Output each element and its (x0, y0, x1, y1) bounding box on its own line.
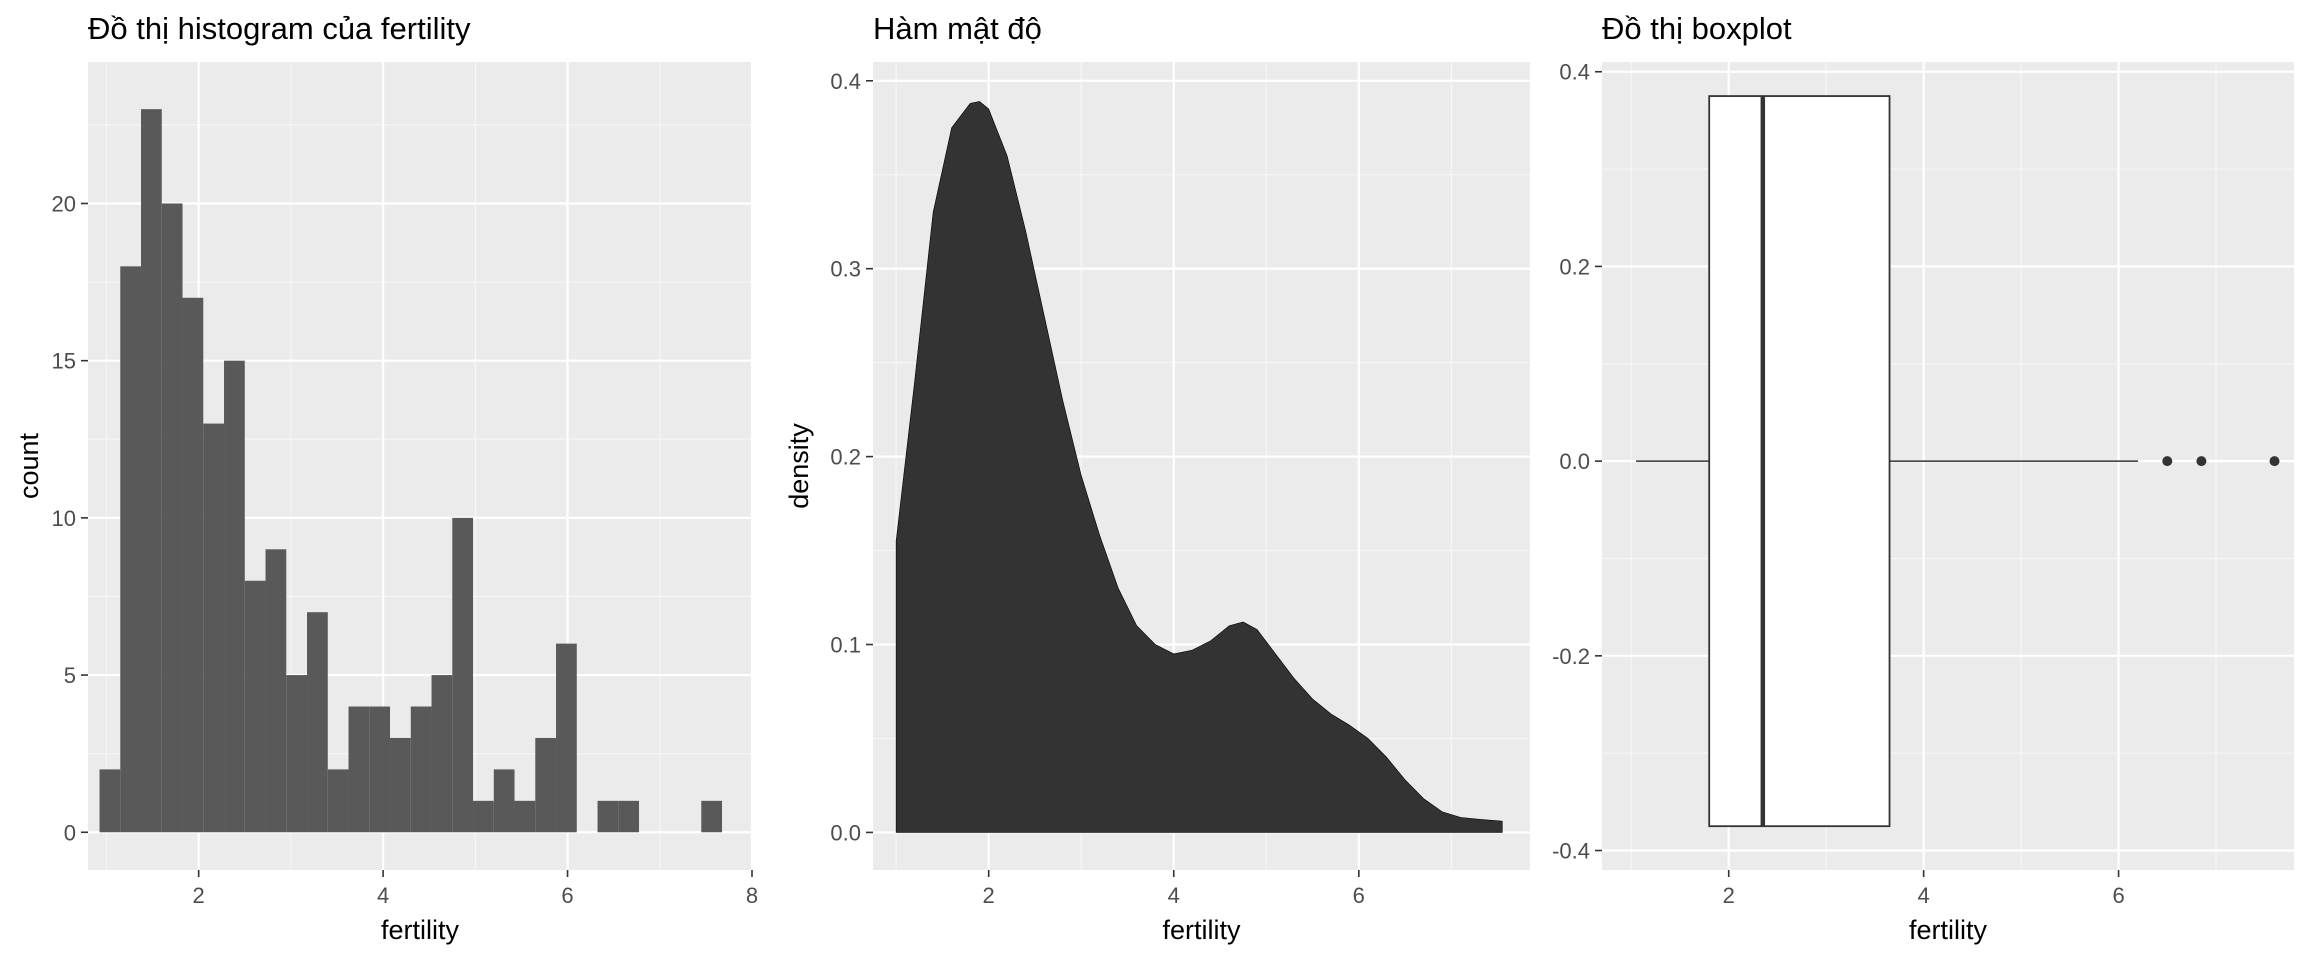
y-tick-label: 0.0 (830, 820, 861, 845)
y-tick-label: -0.4 (1552, 839, 1590, 864)
chart-title: Hàm mật độ (873, 11, 1042, 46)
histogram-bar (618, 800, 640, 833)
density-area (895, 101, 1503, 833)
chart-title: Đồ thị boxplot (1602, 11, 1792, 46)
x-tick-label: 6 (1353, 883, 1365, 908)
histogram-bar (348, 706, 370, 833)
y-tick-label: 5 (64, 663, 76, 688)
histogram-bar (410, 706, 432, 833)
x-tick-label: 4 (1918, 883, 1930, 908)
y-tick-label: 0.4 (1559, 60, 1590, 85)
histogram-bar (431, 675, 453, 833)
histogram-bar (535, 737, 557, 833)
x-tick-label: 2 (983, 883, 995, 908)
histogram-bar (265, 549, 287, 833)
histogram-bar (327, 769, 349, 833)
histogram-bar (390, 737, 411, 833)
y-tick-label: 0.3 (830, 257, 861, 282)
outlier-point (2162, 456, 2173, 467)
histogram-bar (182, 297, 204, 833)
histogram-bar (556, 643, 577, 833)
histogram-bar (203, 423, 225, 833)
x-tick-label: 2 (193, 883, 205, 908)
histogram-bar (244, 580, 266, 833)
histogram-bar (597, 800, 619, 833)
y-tick-label: 10 (52, 506, 76, 531)
histogram-bar (141, 109, 162, 833)
x-tick-label: 8 (746, 883, 758, 908)
y-tick-label: 0.2 (830, 445, 861, 470)
x-tick-label: 4 (377, 883, 389, 908)
y-axis-label: count (14, 432, 44, 499)
y-tick-label: -0.2 (1552, 644, 1590, 669)
y-tick-label: 15 (52, 349, 76, 374)
y-tick-label: 0.4 (830, 69, 861, 94)
x-axis-label: fertility (1909, 915, 1988, 945)
outlier-point (2196, 456, 2207, 467)
histogram-bar (307, 612, 328, 833)
y-tick-label: 0.0 (1559, 449, 1590, 474)
histogram-bar (473, 800, 494, 833)
histogram-bar (369, 706, 391, 833)
y-axis-label: density (784, 423, 814, 509)
histogram-bar (493, 769, 515, 833)
histogram-bar (120, 266, 142, 833)
plot-background (1602, 62, 2294, 870)
x-tick-label: 2 (1723, 883, 1735, 908)
panel-2: 2 4 6 0.0 0.1 0.2 0.3 0.4 Hàm mật độ fertility den… (784, 11, 1530, 945)
histogram-bar (452, 517, 474, 833)
panel-3: 2 4 6 -0.4 -0.2 0.0 0.2 0.4 Đồ thị boxplot fertil… (1552, 11, 2294, 945)
y-tick-label: 20 (52, 191, 76, 216)
y-tick-label: 0.2 (1559, 254, 1590, 279)
histogram-bar (161, 203, 183, 833)
x-tick-label: 6 (561, 883, 573, 908)
x-axis-label: fertility (1162, 915, 1241, 945)
histogram-bar (99, 769, 121, 833)
x-tick-label: 4 (1168, 883, 1180, 908)
x-axis-label: fertility (381, 915, 460, 945)
histogram-bar (701, 800, 723, 833)
x-tick-label: 6 (2112, 883, 2124, 908)
histogram-bar (224, 360, 245, 833)
chart-title: Đồ thị histogram của fertility (88, 11, 471, 46)
outlier-point (2269, 456, 2280, 467)
histogram-bar (286, 675, 308, 833)
box (1708, 95, 1891, 828)
histogram-bar (514, 800, 536, 833)
y-tick-label: 0 (64, 820, 76, 845)
y-tick-label: 0.1 (830, 633, 861, 658)
panel-1: 2 4 6 8 0 5 10 15 20 Đồ thị histogram của fertili… (14, 11, 758, 945)
